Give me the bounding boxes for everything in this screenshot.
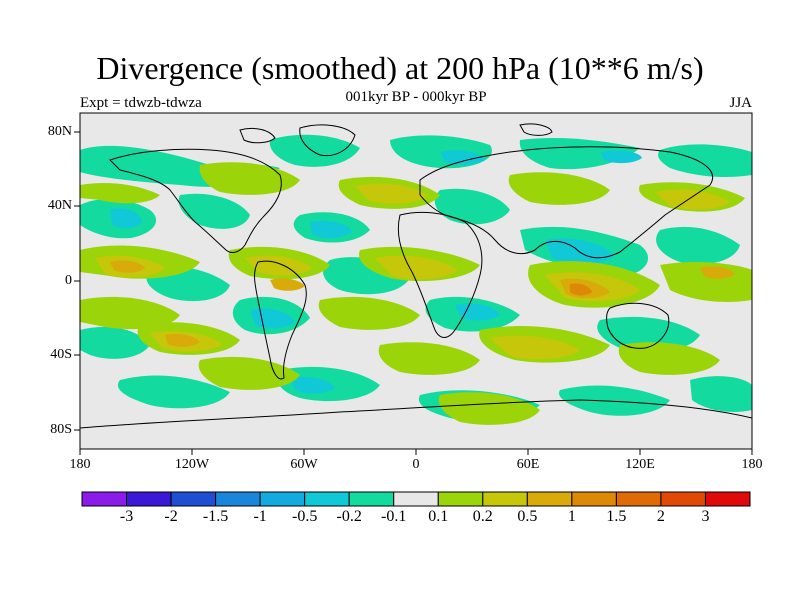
colorbar-label: -0.1	[381, 508, 407, 525]
colorbar-label: -1	[253, 508, 267, 525]
positive-contours-peak	[570, 283, 592, 296]
colorbar-label: 0.5	[517, 508, 538, 525]
colorbar-swatch	[660, 491, 706, 507]
colorbar-label: -0.2	[336, 508, 362, 525]
lon-tick-120e: 120E	[625, 457, 655, 472]
colorbar-label: 3	[701, 508, 710, 525]
axis-ticks	[74, 131, 753, 455]
lon-tick-120w: 120W	[174, 457, 210, 472]
lon-tick-60w: 60W	[290, 457, 318, 472]
lon-tick-60e: 60E	[516, 457, 540, 472]
map-field	[80, 113, 752, 449]
continent-outlines	[80, 123, 752, 429]
plot-title: Divergence (smoothed) at 200 hPa (10**6 …	[96, 50, 704, 86]
colorbar-label: 0.1	[428, 508, 449, 525]
colorbar-label: 2	[656, 508, 665, 525]
colorbar-swatch	[215, 491, 261, 507]
colorbar-label: 0.2	[472, 508, 493, 525]
lon-tick-180w: 180	[69, 457, 91, 472]
colorbar-swatch	[571, 491, 617, 507]
colorbar-label: 1	[567, 508, 576, 525]
lat-tick-80n: 80N	[47, 124, 72, 139]
colorbar-label: 1.5	[606, 508, 627, 525]
colorbar	[81, 491, 751, 507]
colorbar-swatch	[348, 491, 395, 507]
colorbar-swatch	[393, 491, 439, 507]
colorbar-swatch	[704, 491, 751, 507]
season-label: JJA	[729, 95, 752, 111]
colorbar-swatch	[437, 491, 484, 507]
lat-tick-80s: 80S	[50, 422, 72, 437]
colorbar-swatch	[81, 491, 128, 507]
experiment-label: Expt = tdwzb-tdwza	[80, 95, 202, 111]
colorbar-swatch	[304, 491, 350, 507]
colorbar-swatch	[482, 491, 528, 507]
negative-contours-strong	[110, 150, 642, 394]
colorbar-label: -1.5	[202, 508, 229, 525]
lon-tick-180e: 180	[741, 457, 763, 472]
lat-tick-0: 0	[65, 273, 72, 288]
colorbar-swatch	[615, 491, 662, 507]
lat-tick-40s: 40S	[50, 347, 72, 362]
lat-tick-40n: 40N	[47, 198, 72, 213]
colorbar-label: -3	[119, 508, 134, 525]
colorbar-swatch	[526, 491, 573, 507]
colorbar-label: -2	[164, 508, 178, 525]
colorbar-label: -0.5	[291, 508, 318, 525]
colorbar-swatch	[126, 491, 172, 507]
colorbar-swatch	[170, 491, 217, 507]
lon-tick-0: 0	[412, 457, 420, 472]
colorbar-swatch	[259, 491, 306, 507]
plot-subtitle: 001kyr BP - 000kyr BP	[345, 89, 487, 105]
